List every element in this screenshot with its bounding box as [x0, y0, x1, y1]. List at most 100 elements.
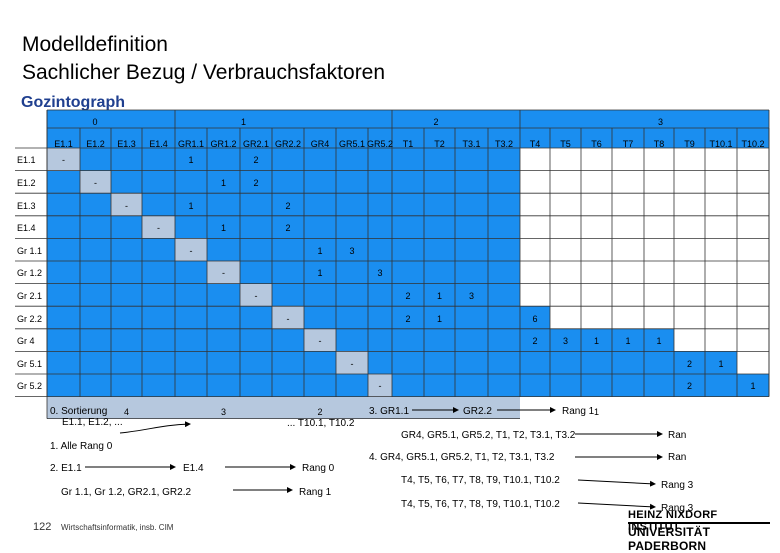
note-text: T4, T5, T6, T7, T8, T9, T10.1, T10.2	[401, 475, 560, 486]
group-label: 3	[657, 117, 664, 127]
column-header: GR4	[310, 139, 330, 149]
row-label: E1.2	[17, 177, 36, 188]
matrix-cell: 1	[718, 358, 724, 369]
matrix-cell: -	[222, 268, 225, 279]
matrix-cell: 1	[188, 200, 194, 211]
body-band	[47, 148, 520, 397]
note-text: 1. Alle Rang 0	[50, 441, 113, 452]
column-header: GR5.2	[366, 139, 394, 149]
row-label: Gr 5.2	[17, 381, 43, 392]
logo-line-1: HEINZ NIXDORF INSTITUT	[628, 509, 718, 533]
note-text: 2. E1.1	[50, 463, 82, 474]
column-header: GR2.2	[274, 139, 302, 149]
matrix-cell: 2	[285, 223, 291, 234]
logo-line-2: UNIVERSITÄT PADERBORN	[628, 522, 770, 553]
body-white	[520, 148, 769, 397]
column-header: T5	[560, 139, 571, 149]
column-header: T3.1	[462, 139, 481, 149]
subtitle: Gozintograph	[21, 94, 125, 111]
title-line-1: Modelldefinition	[22, 33, 168, 56]
rank-value: 4	[123, 406, 130, 417]
matrix-cell: 2	[686, 381, 693, 392]
matrix-cell: 3	[349, 245, 355, 256]
column-header: E1.1	[54, 139, 73, 149]
row-label: E1.3	[17, 200, 36, 211]
matrix-cell: 1	[220, 177, 227, 188]
matrix-cell: -	[350, 358, 354, 369]
note-text: Rang 1	[562, 406, 595, 417]
column-header: T8	[653, 139, 665, 149]
matrix-cell: 1	[436, 313, 443, 324]
group-label: 2	[433, 117, 439, 127]
matrix-cell: -	[94, 177, 97, 188]
note-text: GR2.2	[463, 406, 492, 417]
note-text: ... T10.1, T10.2	[287, 418, 355, 429]
row-label: Gr 1.2	[17, 268, 43, 279]
row-label: Gr 5.1	[17, 358, 43, 369]
matrix-cell: 1	[220, 223, 227, 234]
group-label: 1	[240, 117, 247, 127]
column-header: GR1.2	[210, 139, 237, 149]
matrix-cell: 1	[188, 155, 194, 166]
rank-band	[47, 396, 520, 419]
arrow	[577, 479, 656, 487]
column-header: GR1.1	[177, 139, 205, 149]
note-text: 3. GR1.1	[369, 406, 410, 417]
column-header: T1	[402, 139, 414, 149]
column-header: E1.2	[86, 139, 105, 149]
matrix-cell: 2	[405, 313, 411, 324]
note-text: E1.1, E1.2, ...	[62, 417, 123, 428]
column-header: T2	[434, 139, 445, 149]
rank-value: 3	[220, 406, 227, 417]
matrix-cell: 2	[532, 336, 538, 347]
matrix-cell: -	[378, 381, 382, 392]
matrix-cell: -	[62, 155, 65, 166]
note-text: 4. GR4, GR5.1, GR5.2, T1, T2, T3.1, T3.2	[369, 452, 555, 463]
note-text: Ran	[668, 430, 687, 441]
note-text: T4, T5, T6, T7, T8, T9, T10.1, T10.2	[401, 499, 560, 510]
matrix-cell: 3	[377, 268, 383, 279]
column-header: T6	[591, 139, 602, 149]
matrix-cell: 1	[750, 381, 756, 392]
column-header: T4	[529, 139, 541, 149]
column-header: T10.2	[741, 139, 765, 149]
note-text: Rang 1	[299, 487, 332, 498]
matrix-cell: 6	[532, 313, 538, 324]
matrix-cell: 2	[405, 290, 411, 301]
column-header: T3.2	[494, 139, 514, 149]
note-text: Rang 3	[661, 503, 694, 514]
column-header: T10.1	[709, 139, 733, 149]
row-label: Gr 2.1	[17, 290, 43, 301]
matrix-cell: -	[318, 336, 322, 347]
rank-value: 2	[317, 406, 323, 417]
note-text: Gr 1.1, Gr 1.2, GR2.1, GR2.2	[61, 487, 192, 498]
footer-text: Wirtschaftsinformatik, insb. CIM	[61, 523, 174, 532]
matrix-cell: 2	[285, 200, 291, 211]
university-logo: HEINZ NIXDORF INSTITUT UNIVERSITÄT PADER…	[628, 509, 770, 553]
matrix-cell: -	[157, 223, 160, 234]
title-line-2: Sachlicher Bezug / Verbrauchsfaktoren	[22, 61, 386, 84]
note-text: Rang 0	[302, 463, 335, 474]
matrix-cell: -	[254, 290, 258, 301]
row-blue-ext	[520, 374, 769, 397]
note-text: GR4, GR5.1, GR5.2, T1, T2, T3.1, T3.2	[401, 430, 576, 441]
matrix-cell: 1	[656, 336, 662, 347]
row-blue-ext	[520, 351, 737, 374]
rank-value: 1	[593, 406, 600, 417]
matrix-cell: -	[189, 245, 193, 256]
note-text: Rang 3	[661, 480, 694, 491]
page-number: 122	[33, 521, 52, 533]
note-text: Ran	[668, 452, 687, 463]
matrix-cell: 2	[253, 155, 259, 166]
group-label: 0	[92, 117, 98, 127]
column-header: GR2.1	[242, 139, 270, 149]
column-header: E1.4	[149, 139, 168, 149]
column-header: GR5.1	[338, 139, 366, 149]
matrix-cell: -	[125, 200, 128, 211]
row-label: Gr 4	[17, 336, 35, 347]
row-label: E1.1	[17, 155, 36, 166]
arrow	[577, 502, 656, 510]
row-label: E1.4	[17, 223, 36, 234]
note-text: E1.4	[183, 463, 204, 474]
matrix-cell: 3	[562, 336, 569, 347]
